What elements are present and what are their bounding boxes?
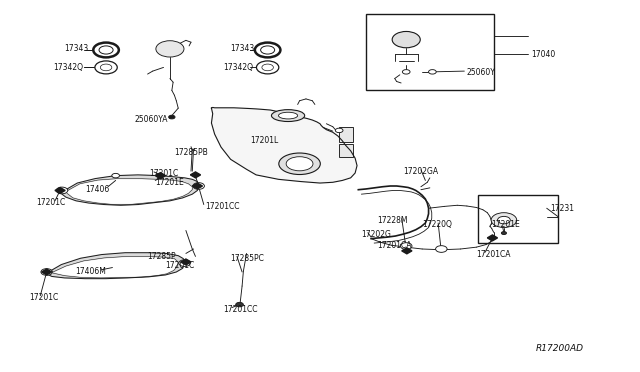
Text: 17201CC: 17201CC (223, 305, 257, 314)
Text: 17285P: 17285P (148, 252, 176, 261)
Polygon shape (192, 183, 202, 189)
Text: 17406M: 17406M (75, 267, 106, 276)
Text: 17201C: 17201C (166, 261, 195, 270)
Ellipse shape (279, 153, 320, 174)
Text: 17201C: 17201C (149, 169, 178, 177)
Text: 17342Q: 17342Q (223, 63, 253, 72)
Bar (339, 144, 353, 157)
Text: 17285PB: 17285PB (174, 148, 208, 157)
Circle shape (56, 187, 68, 194)
Text: 17343: 17343 (65, 44, 89, 53)
Polygon shape (42, 269, 52, 275)
Text: 17406: 17406 (85, 185, 109, 194)
Polygon shape (55, 187, 65, 193)
Polygon shape (180, 259, 191, 265)
Ellipse shape (100, 64, 112, 71)
Ellipse shape (95, 61, 117, 74)
Ellipse shape (262, 64, 273, 71)
Polygon shape (402, 248, 412, 254)
Text: 17040: 17040 (531, 50, 555, 59)
Bar (339, 128, 353, 141)
Text: 17343: 17343 (230, 44, 255, 53)
Text: 17201E: 17201E (491, 221, 520, 230)
Text: 17202GA: 17202GA (403, 167, 438, 176)
Polygon shape (190, 172, 200, 178)
Text: 25060YA: 25060YA (135, 115, 168, 124)
Ellipse shape (260, 46, 275, 54)
Text: 17342Q: 17342Q (54, 63, 84, 72)
Circle shape (401, 243, 412, 249)
Polygon shape (211, 108, 357, 183)
Text: 17201E: 17201E (156, 178, 184, 187)
Circle shape (501, 232, 506, 235)
Text: 17285PC: 17285PC (230, 254, 264, 263)
Ellipse shape (278, 112, 298, 119)
Circle shape (112, 173, 120, 178)
Text: 17201CC: 17201CC (205, 202, 239, 211)
Text: 17201C: 17201C (29, 294, 59, 302)
Text: 17201CA: 17201CA (378, 241, 412, 250)
Circle shape (236, 302, 243, 307)
Circle shape (157, 173, 164, 178)
Ellipse shape (271, 110, 305, 122)
Ellipse shape (99, 46, 113, 54)
Text: 25060Y: 25060Y (467, 68, 496, 77)
Circle shape (429, 70, 436, 74)
Circle shape (156, 41, 184, 57)
Text: 17220Q: 17220Q (422, 220, 452, 229)
Text: R17200AD: R17200AD (536, 344, 584, 353)
Polygon shape (47, 253, 184, 279)
Text: 17201C: 17201C (36, 198, 65, 207)
Circle shape (41, 269, 52, 275)
Text: 17202G: 17202G (362, 230, 392, 239)
Circle shape (179, 260, 190, 266)
Ellipse shape (257, 61, 279, 74)
Bar (478, 195, 558, 243)
Circle shape (403, 70, 410, 74)
Polygon shape (60, 175, 198, 205)
Ellipse shape (255, 42, 280, 57)
Circle shape (193, 183, 204, 189)
Bar (366, 14, 493, 90)
Polygon shape (487, 235, 497, 241)
Ellipse shape (286, 157, 313, 171)
Text: 17201CA: 17201CA (476, 250, 511, 259)
Circle shape (169, 115, 175, 119)
Circle shape (497, 217, 510, 224)
Circle shape (491, 213, 516, 228)
Text: 17228M: 17228M (378, 216, 408, 225)
Polygon shape (156, 173, 166, 179)
Circle shape (335, 128, 343, 133)
Circle shape (436, 246, 447, 252)
Circle shape (392, 32, 420, 48)
Text: 17201L: 17201L (250, 136, 278, 145)
Text: 17231: 17231 (550, 205, 574, 214)
Ellipse shape (93, 42, 119, 57)
